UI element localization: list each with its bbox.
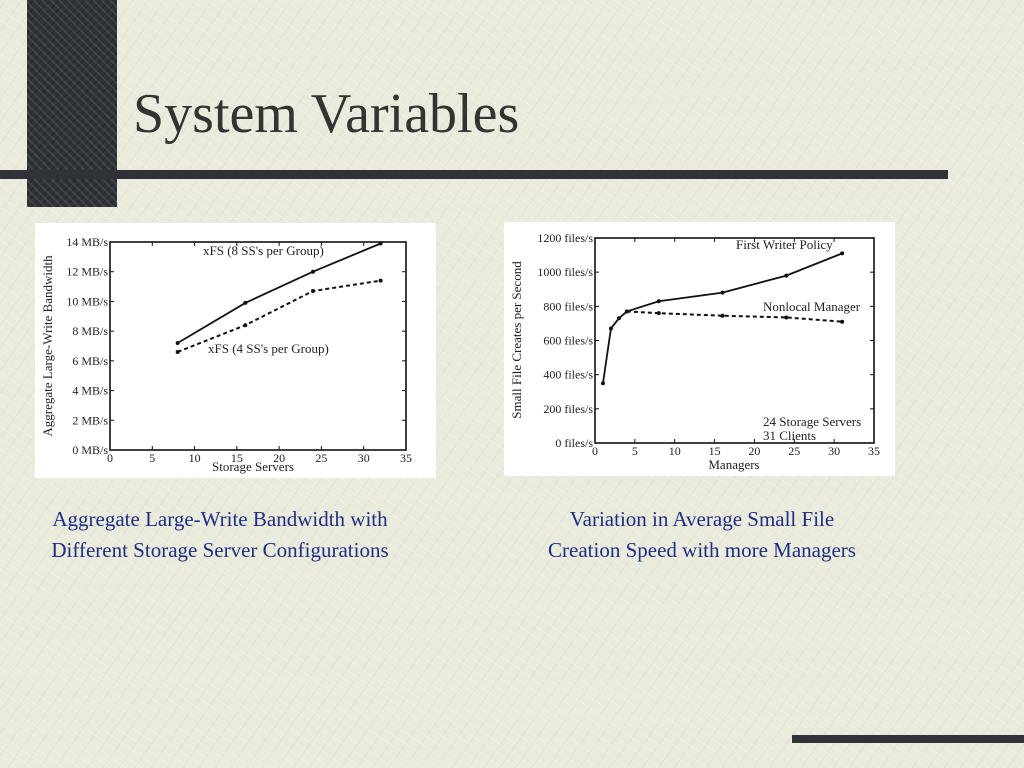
bandwidth-chart: 0 5 10 15 20 25 30 35 0 MB/s 2 MB/s 4 MB/s 6 MB/s 8 … <box>40 235 412 474</box>
x-tick-label: 30 <box>828 444 840 458</box>
y-tick-label: 4 MB/s <box>72 384 108 398</box>
data-point <box>720 290 725 295</box>
y-tick-label: 6 MB/s <box>72 354 108 368</box>
caption-line: Variation in Average Small File <box>569 507 835 531</box>
x-tick-label: 0 <box>107 451 113 465</box>
caption-line: Creation Speed with more Managers <box>548 538 856 562</box>
x-tick-label: 15 <box>231 451 243 465</box>
x-axis-label: Managers <box>708 457 759 472</box>
x-tick-label: 35 <box>400 451 412 465</box>
x-tick-label: 20 <box>273 451 285 465</box>
data-point <box>720 313 725 318</box>
data-point <box>243 323 248 328</box>
caption-line: Different Storage Server Configurations <box>51 538 389 562</box>
x-tick-label: 5 <box>149 451 155 465</box>
y-tick-label: 12 MB/s <box>66 265 108 279</box>
x-axis-label: Storage Servers <box>212 459 294 474</box>
series-line <box>177 279 381 353</box>
data-point <box>624 309 629 314</box>
series-label: First Writer Policy <box>736 237 833 252</box>
series-label: Nonlocal Manager <box>763 299 861 314</box>
y-tick-label: 1200 files/s <box>537 231 593 245</box>
caption-line: Aggregate Large-Write Bandwidth with <box>52 507 388 531</box>
x-tick-label: 10 <box>669 444 681 458</box>
y-tick-label: 2 MB/s <box>72 413 108 427</box>
data-point <box>600 381 605 386</box>
data-point <box>656 311 661 316</box>
data-point <box>784 273 789 278</box>
bandwidth-chart-caption: Aggregate Large-Write Bandwidth with Dif… <box>0 504 440 566</box>
data-point <box>378 278 383 283</box>
data-point <box>840 319 845 324</box>
series-line <box>177 242 381 344</box>
slide-title: System Variables <box>133 83 520 145</box>
series-label: xFS (4 SS's per Group) <box>208 341 329 356</box>
data-point <box>310 289 315 294</box>
x-tick-label: 10 <box>189 451 201 465</box>
series-line <box>602 252 843 384</box>
data-point <box>175 349 180 354</box>
title-underline-rule <box>0 170 948 179</box>
y-tick-label: 0 files/s <box>555 436 593 450</box>
data-point <box>378 241 383 246</box>
data-point <box>608 326 613 331</box>
y-tick-label: 1000 files/s <box>537 265 593 279</box>
data-point <box>784 315 789 320</box>
file-creation-chart: 0 5 10 15 20 25 30 35 0 files/s 200 files/s 400 fi… <box>509 231 880 472</box>
y-tick-label: 8 MB/s <box>72 324 108 338</box>
series-label: xFS (8 SS's per Group) <box>203 243 324 258</box>
y-axis-label: Aggregate Large-Write Bandwidth <box>40 255 55 437</box>
x-tick-label: 5 <box>632 444 638 458</box>
y-tick-label: 600 files/s <box>543 334 593 348</box>
x-tick-label: 20 <box>748 444 760 458</box>
x-tick-label: 25 <box>315 451 327 465</box>
y-tick-label: 14 MB/s <box>66 235 108 249</box>
chart-annotation: 31 Clients <box>763 428 816 443</box>
footer-accent-rule <box>792 735 1024 743</box>
data-point <box>310 269 315 274</box>
series-line <box>626 310 843 323</box>
bandwidth-chart-panel: 0 5 10 15 20 25 30 35 0 MB/s 2 MB/s 4 MB/s 6 MB/s 8 … <box>35 223 436 478</box>
y-axis-label: Small File Creates per Second <box>509 261 524 419</box>
x-tick-label: 25 <box>788 444 800 458</box>
x-tick-label: 0 <box>592 444 598 458</box>
data-point <box>840 251 845 256</box>
chart-annotation: 24 Storage Servers <box>763 414 861 429</box>
y-tick-label: 800 files/s <box>543 299 593 313</box>
data-point <box>243 300 248 305</box>
data-point <box>175 341 180 346</box>
x-tick-label: 30 <box>358 451 370 465</box>
file-creation-chart-caption: Variation in Average Small File Creation… <box>500 504 904 566</box>
plot-frame <box>109 241 407 451</box>
x-tick-label: 35 <box>868 444 880 458</box>
y-tick-label: 0 MB/s <box>72 443 108 457</box>
data-point <box>616 316 621 321</box>
data-point <box>656 299 661 304</box>
y-tick-label: 200 files/s <box>543 402 593 416</box>
y-tick-label: 400 files/s <box>543 368 593 382</box>
y-tick-label: 10 MB/s <box>66 294 108 308</box>
x-tick-label: 15 <box>709 444 721 458</box>
file-creation-chart-panel: 0 5 10 15 20 25 30 35 0 files/s 200 files/s 400 fi… <box>504 222 895 476</box>
plot-frame <box>594 237 875 444</box>
